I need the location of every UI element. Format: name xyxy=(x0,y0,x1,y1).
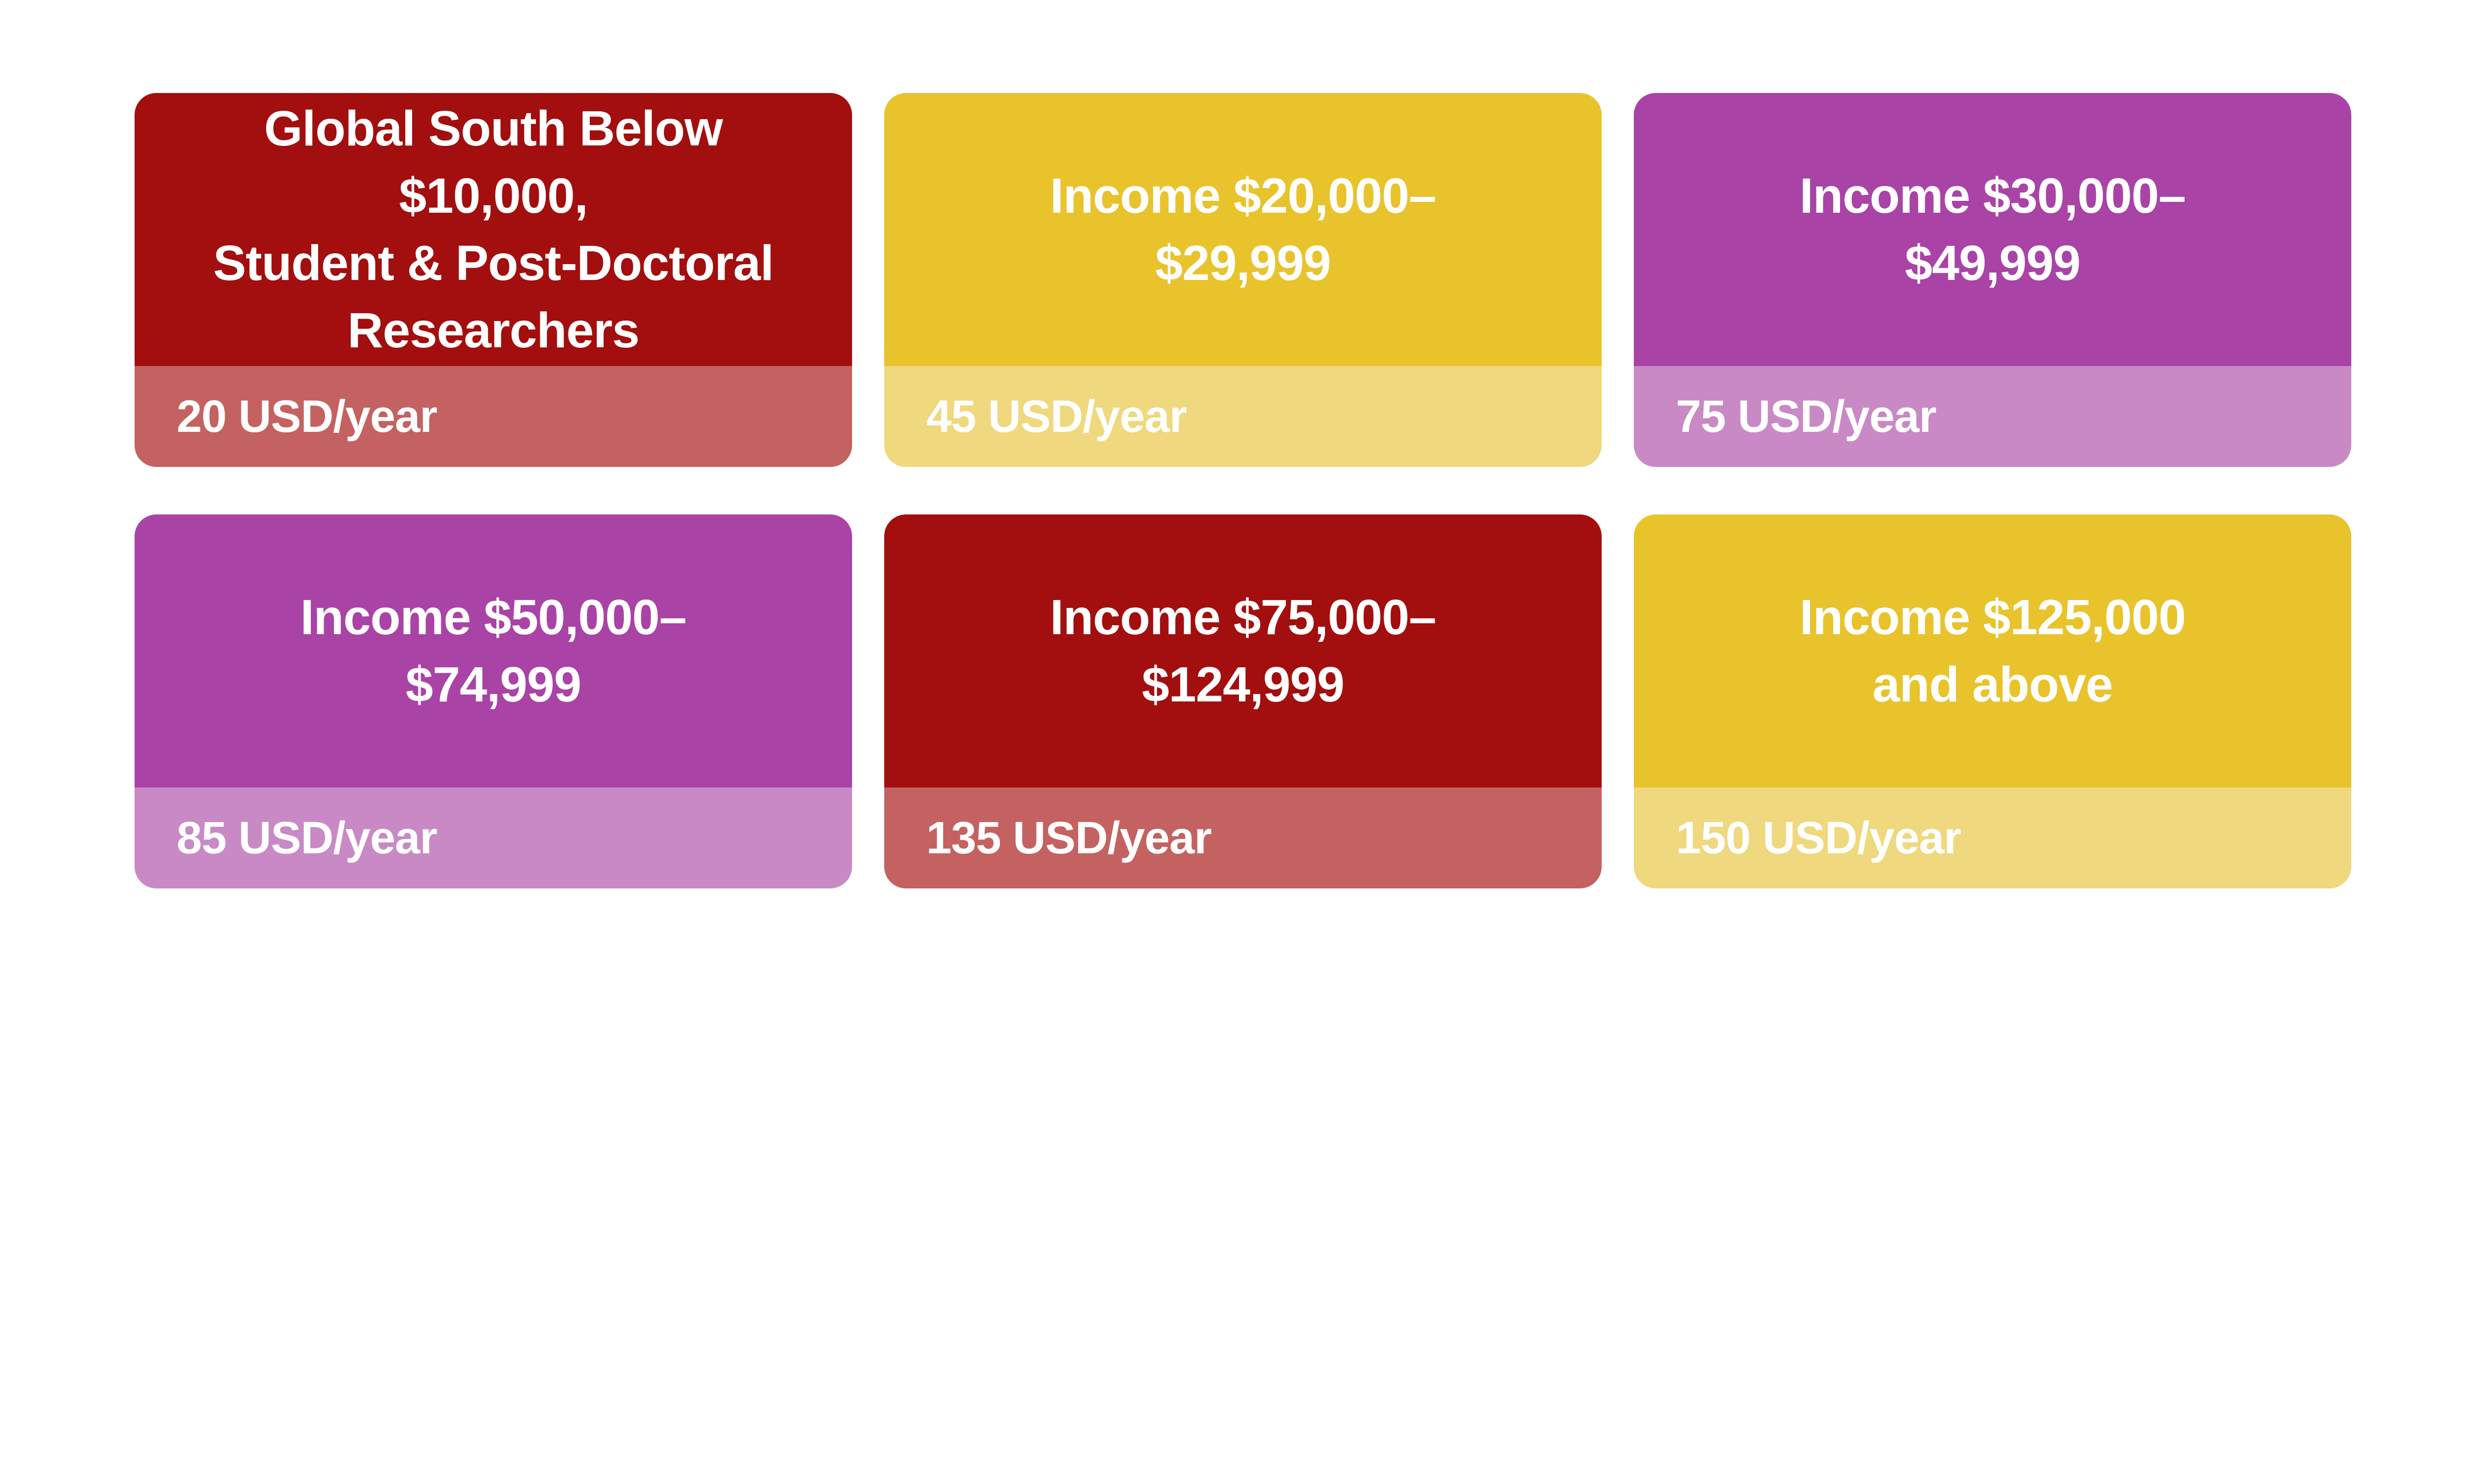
card-header: Income $50,000– $74,999 xyxy=(135,514,852,788)
tier-title: Income $50,000– $74,999 xyxy=(300,590,687,712)
pricing-card-income-125k-above: Income $125,000 and above 150 USD/year xyxy=(1634,514,2351,888)
card-header: Income $125,000 and above xyxy=(1634,514,2351,788)
pricing-card-global-south-students: Global South Below $10,000, Student & Po… xyxy=(135,93,852,467)
pricing-tier-grid: Global South Below $10,000, Student & Po… xyxy=(135,93,2351,888)
card-footer: 20 USD/year xyxy=(135,366,852,467)
card-footer: 85 USD/year xyxy=(135,788,852,888)
card-footer: 150 USD/year xyxy=(1634,788,2351,888)
pricing-card-income-50k-74k: Income $50,000– $74,999 85 USD/year xyxy=(135,514,852,888)
tier-title: Income $30,000– $49,999 xyxy=(1800,168,2186,291)
tier-price: 45 USD/year xyxy=(926,391,1187,442)
tier-price: 85 USD/year xyxy=(177,812,437,863)
tier-title: Income $20,000– $29,999 xyxy=(1050,168,1436,291)
card-header: Income $30,000– $49,999 xyxy=(1634,93,2351,366)
card-footer: 75 USD/year xyxy=(1634,366,2351,467)
tier-price: 75 USD/year xyxy=(1676,391,1937,442)
tier-price: 135 USD/year xyxy=(926,812,1212,863)
pricing-card-income-30k-49k: Income $30,000– $49,999 75 USD/year xyxy=(1634,93,2351,467)
card-footer: 135 USD/year xyxy=(884,788,1602,888)
card-footer: 45 USD/year xyxy=(884,366,1602,467)
tier-title: Income $125,000 and above xyxy=(1800,590,2186,712)
pricing-card-income-20k-29k: Income $20,000– $29,999 45 USD/year xyxy=(884,93,1602,467)
card-header: Income $75,000– $124,999 xyxy=(884,514,1602,788)
card-header: Income $20,000– $29,999 xyxy=(884,93,1602,366)
tier-price: 20 USD/year xyxy=(177,391,437,442)
tier-title: Global South Below $10,000, Student & Po… xyxy=(213,101,774,358)
card-header: Global South Below $10,000, Student & Po… xyxy=(135,93,852,366)
tier-price: 150 USD/year xyxy=(1676,812,1961,863)
pricing-card-income-75k-124k: Income $75,000– $124,999 135 USD/year xyxy=(884,514,1602,888)
tier-title: Income $75,000– $124,999 xyxy=(1050,590,1436,712)
